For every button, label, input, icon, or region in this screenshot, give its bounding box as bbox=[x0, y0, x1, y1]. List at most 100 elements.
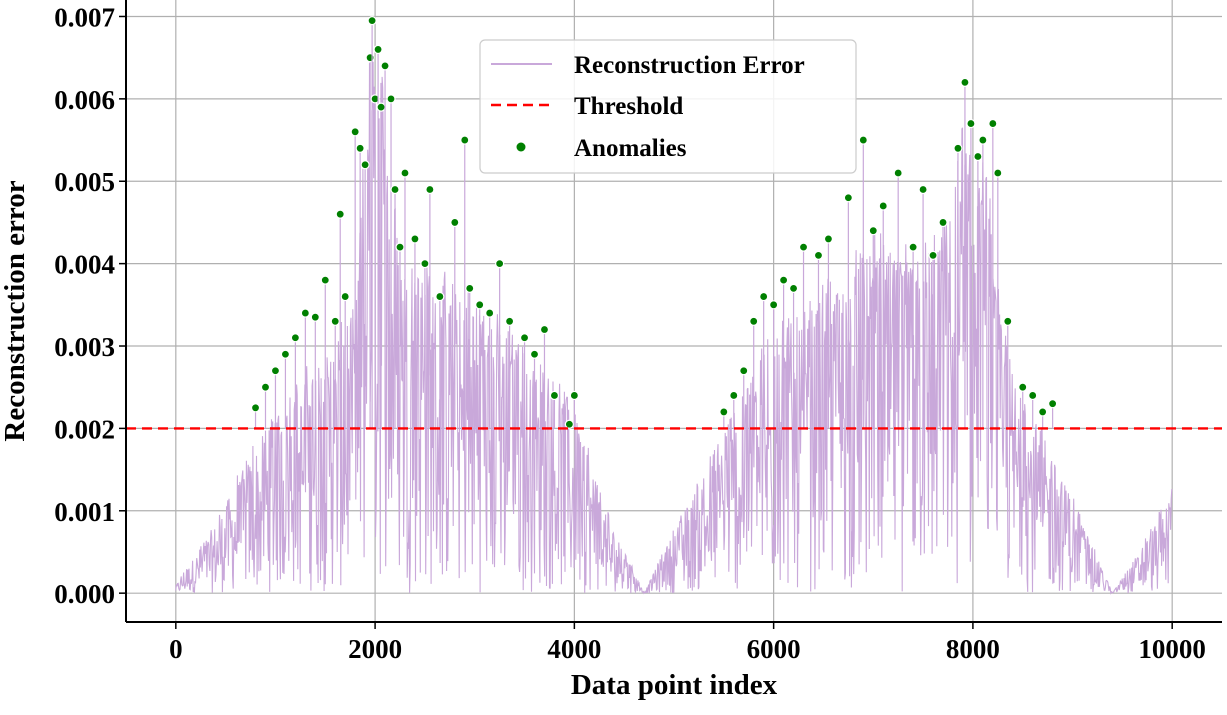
anomaly-point bbox=[386, 94, 396, 104]
anomaly-point bbox=[495, 259, 505, 269]
x-tick-label: 2000 bbox=[348, 634, 402, 664]
anomaly-point bbox=[858, 135, 868, 145]
anomaly-point bbox=[908, 242, 918, 252]
legend-anomaly-swatch bbox=[516, 142, 526, 152]
anomaly-point bbox=[988, 118, 998, 129]
anomaly-point bbox=[843, 193, 853, 203]
legend-label-threshold: Threshold bbox=[574, 93, 683, 120]
anomaly-point bbox=[475, 300, 485, 310]
x-tick-label: 10000 bbox=[1138, 634, 1206, 664]
anomaly-point bbox=[1003, 316, 1013, 326]
anomaly-point bbox=[360, 160, 370, 170]
anomaly-point bbox=[400, 168, 410, 178]
anomaly-point bbox=[569, 390, 579, 401]
y-tick-label: 0.007 bbox=[54, 2, 115, 32]
anomaly-point bbox=[1038, 407, 1048, 417]
anomaly-point bbox=[460, 135, 470, 145]
anomaly-point bbox=[928, 250, 938, 260]
anomaly-point bbox=[373, 44, 383, 55]
anomaly-point bbox=[340, 291, 350, 302]
anomaly-point bbox=[335, 209, 345, 219]
anomaly-point bbox=[918, 184, 928, 195]
anomaly-point bbox=[435, 291, 445, 302]
x-tick-label: 6000 bbox=[747, 634, 801, 664]
legend-label-reconstruction-error: Reconstruction Error bbox=[574, 52, 805, 79]
anomaly-point bbox=[778, 275, 789, 285]
anomaly-point bbox=[938, 217, 948, 228]
anomaly-point bbox=[1028, 390, 1038, 401]
y-tick-label: 0.004 bbox=[54, 250, 115, 280]
anomaly-point bbox=[365, 53, 375, 63]
anomaly-point bbox=[893, 168, 903, 178]
anomaly-point bbox=[367, 15, 377, 26]
reconstruction-error-line bbox=[175, 61, 1173, 595]
legend-label-anomalies: Anomalies bbox=[574, 135, 687, 162]
anomaly-point bbox=[395, 242, 405, 252]
anomaly-point bbox=[380, 61, 390, 71]
anomaly-point bbox=[729, 390, 739, 401]
anomaly-point bbox=[973, 151, 983, 162]
anomaly-point bbox=[355, 143, 365, 153]
anomaly-point bbox=[564, 419, 574, 429]
y-tick-label: 0.003 bbox=[54, 332, 115, 362]
anomaly-point bbox=[260, 382, 271, 392]
anomaly-point bbox=[813, 250, 824, 260]
anomaly-point bbox=[350, 127, 360, 137]
axes bbox=[125, 0, 1222, 623]
reconstruction-error-series bbox=[175, 61, 1173, 595]
anomaly-point bbox=[300, 308, 310, 318]
x-tick-label: 0 bbox=[169, 634, 183, 664]
anomaly-point bbox=[953, 143, 963, 153]
y-tick-label: 0.005 bbox=[54, 167, 115, 197]
y-ticks: 0.000 0.001 0.002 0.003 0.004 0.005 0.006 0.007 bbox=[54, 2, 126, 609]
anomaly-point bbox=[539, 324, 550, 335]
anomaly-point bbox=[485, 308, 495, 318]
anomaly-point bbox=[823, 234, 834, 244]
anomaly-point bbox=[330, 316, 340, 326]
y-tick-label: 0.000 bbox=[54, 579, 115, 609]
y-tick-label: 0.001 bbox=[54, 497, 115, 527]
anomaly-point bbox=[250, 403, 261, 413]
anomaly-point bbox=[978, 135, 988, 145]
anomaly-point bbox=[529, 349, 540, 359]
anomaly-point bbox=[450, 217, 460, 228]
legend-box bbox=[479, 39, 857, 174]
anomaly-point bbox=[425, 184, 435, 195]
anomaly-point bbox=[370, 94, 380, 104]
anomaly-point bbox=[310, 312, 320, 322]
anomaly-point bbox=[739, 366, 749, 376]
anomaly-point bbox=[290, 333, 300, 343]
anomaly-point bbox=[966, 118, 976, 129]
anomaly-point bbox=[270, 366, 281, 376]
legend: Reconstruction Error Threshold Anomalies bbox=[479, 39, 857, 174]
anomaly-point bbox=[1048, 399, 1058, 409]
anomaly-point bbox=[798, 242, 809, 252]
anomaly-point bbox=[376, 102, 386, 112]
x-ticks: 0 2000 4000 6000 8000 10000 bbox=[169, 622, 1206, 664]
y-tick-label: 0.002 bbox=[54, 414, 115, 444]
y-axis-label: Reconstruction error bbox=[0, 180, 31, 441]
anomaly-point bbox=[868, 226, 878, 236]
anomaly-point bbox=[280, 349, 291, 359]
anomaly-point bbox=[878, 201, 888, 211]
anomaly-point bbox=[769, 300, 779, 310]
anomaly-points bbox=[250, 15, 1058, 429]
y-tick-label: 0.006 bbox=[54, 85, 115, 115]
anomaly-point bbox=[519, 333, 530, 343]
anomaly-point bbox=[960, 77, 970, 87]
anomaly-point bbox=[993, 168, 1003, 178]
anomaly-point bbox=[505, 316, 515, 326]
anomaly-point bbox=[788, 283, 799, 293]
x-axis-label: Data point index bbox=[571, 669, 778, 701]
anomaly-point bbox=[465, 283, 475, 293]
anomaly-point bbox=[410, 234, 420, 244]
anomaly-point bbox=[320, 275, 330, 285]
anomaly-point bbox=[749, 316, 759, 326]
anomaly-point bbox=[390, 184, 400, 195]
x-tick-label: 8000 bbox=[946, 634, 1000, 664]
anomaly-point bbox=[1018, 382, 1028, 392]
anomaly-point bbox=[420, 259, 430, 269]
x-tick-label: 4000 bbox=[547, 634, 601, 664]
anomaly-point bbox=[719, 407, 729, 417]
